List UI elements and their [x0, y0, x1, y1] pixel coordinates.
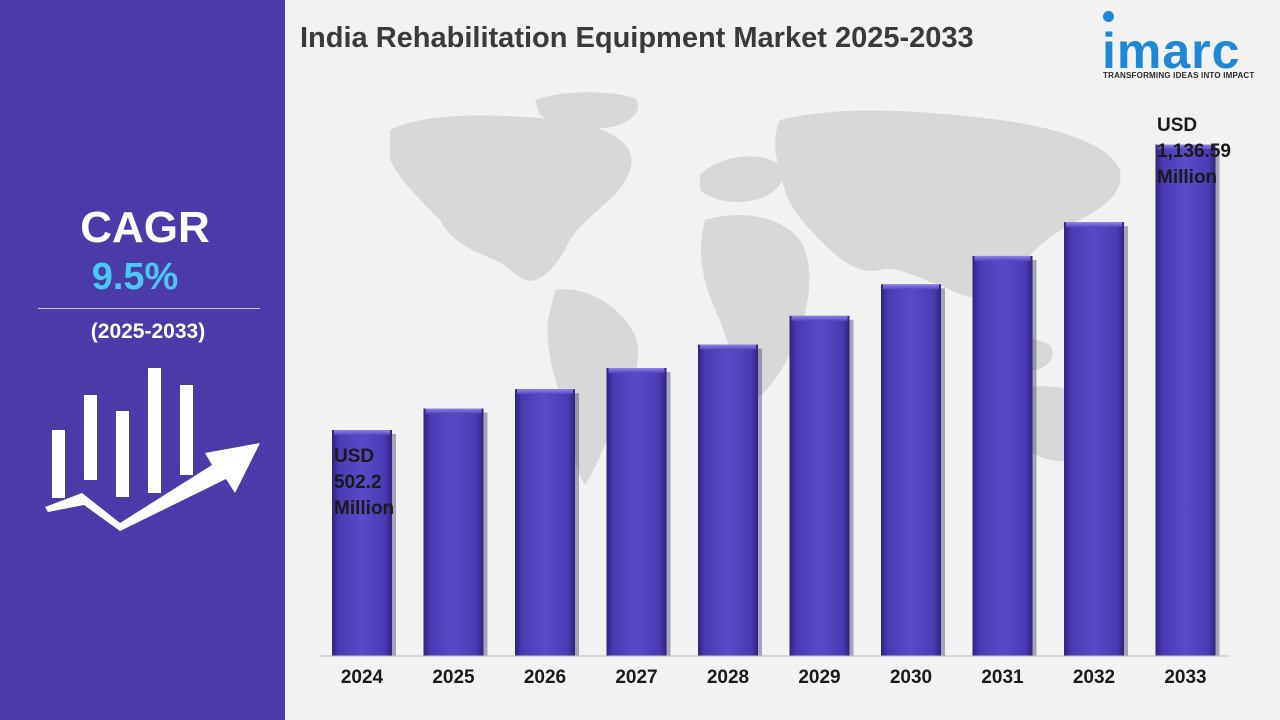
logo-dot — [1103, 11, 1114, 22]
first-value-callout: USD 502.2 Million — [334, 444, 394, 522]
bar-2031 — [972, 255, 1037, 656]
bar-2029 — [789, 315, 854, 656]
callout-value: 1,136.59 — [1157, 141, 1231, 162]
callout-currency: USD — [334, 446, 375, 467]
chart-title: India Rehabilitation Equipment Market 20… — [300, 22, 974, 54]
bar-2025 — [423, 408, 488, 656]
cagr-period: (2025-2033) — [90, 320, 206, 343]
x-tick-label: 2033 — [1164, 667, 1206, 688]
x-tick-label: 2030 — [890, 667, 932, 688]
x-tick-label: 2027 — [615, 667, 657, 688]
growth-chart-arrow-icon — [45, 368, 260, 531]
bar-2027 — [606, 368, 671, 656]
bar-2026 — [515, 389, 579, 656]
x-tick-label: 2025 — [432, 667, 475, 688]
cagr-value: 9.5% — [91, 256, 179, 298]
cagr-label: CAGR — [80, 203, 210, 252]
x-tick-label: 2026 — [524, 667, 566, 688]
last-value-callout: USD 1,136.59 Million — [1157, 113, 1231, 191]
x-tick-label: 2029 — [798, 667, 840, 688]
x-tick-label: 2032 — [1073, 667, 1115, 688]
x-tick-label: 2031 — [981, 667, 1024, 688]
sidebar: CAGR 9.5% (2025-2033) — [0, 0, 285, 720]
callout-unit: Million — [1157, 167, 1218, 188]
world-map-background — [390, 92, 1121, 485]
divider — [38, 308, 260, 309]
callout-currency: USD — [1157, 115, 1198, 136]
bar-2030 — [881, 284, 945, 656]
bar-2028 — [698, 344, 762, 656]
bar-2033 — [1155, 144, 1220, 657]
logo-wordmark: imarc — [1102, 23, 1241, 79]
imarc-logo: imarc — [1100, 10, 1272, 86]
bar-2024 — [332, 430, 396, 656]
x-tick-label: 2028 — [707, 667, 749, 688]
callout-value: 502.2 — [334, 472, 382, 493]
x-tick-label: 2024 — [341, 667, 384, 688]
logo-tagline: TRANSFORMING IDEAS INTO IMPACT — [1103, 71, 1255, 80]
bar-2032 — [1064, 222, 1128, 656]
callout-unit: Million — [334, 498, 395, 519]
